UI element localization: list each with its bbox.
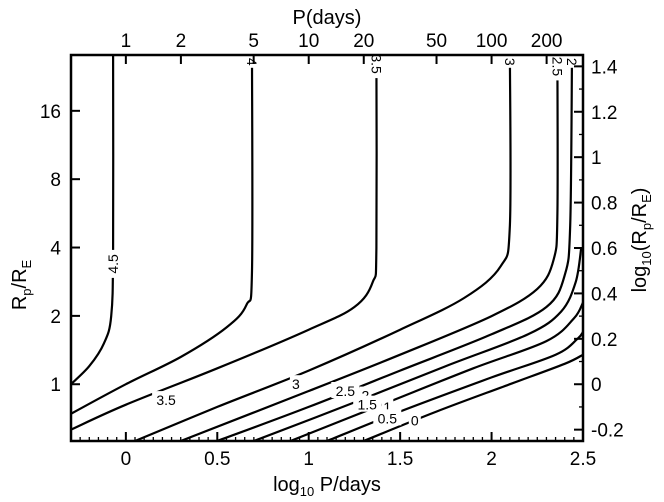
right-tick-label: 0.8: [591, 194, 617, 215]
left-tick-label: 1: [50, 375, 61, 396]
right-axis: -0.2 0 0.2 0.4 0.6 0.8 1 1.2 1.4: [574, 57, 624, 442]
contour-line-2-5: [180, 55, 559, 441]
right-tick-label: 1.4: [591, 57, 618, 78]
contour-label: 0: [408, 411, 421, 429]
left-tick-label: 2: [50, 307, 61, 328]
contour-line-1: [289, 301, 583, 441]
right-tick-label: 0.6: [591, 239, 617, 260]
contour-label-text: 1.5: [357, 397, 377, 413]
contour-line-1-5: [253, 247, 583, 441]
contour-label-bg: [331, 382, 360, 398]
contour-label-text: 3.5: [368, 54, 384, 74]
contour-label-text: 3.5: [156, 392, 176, 408]
top-tick-label: 20: [353, 31, 374, 52]
top-tick-label: 100: [476, 31, 508, 52]
right-tick-label: 1.2: [591, 103, 617, 124]
top-tick-label: 50: [426, 31, 447, 52]
contour-line-4-5: [71, 55, 115, 385]
contour-label: 3: [289, 375, 302, 392]
contour-label-bg: [369, 50, 386, 79]
top-tick-label: 10: [298, 31, 319, 52]
contour-label: 2.5: [331, 382, 360, 399]
left-tick-label: 4: [50, 239, 61, 260]
contour-labels: 4.54 3.5 3 2.523.53 2.5 21.5 10.5 0: [104, 50, 581, 429]
top-tick-label: 5: [248, 31, 259, 52]
contour-lines: [71, 55, 583, 441]
contour-label-bg: [104, 249, 121, 278]
contour-label-bg: [550, 52, 567, 81]
contour-line-3: [134, 55, 512, 441]
top-axis: 1 2 5 10 20 50 100 200: [121, 31, 563, 64]
contour-label-bg: [152, 391, 181, 408]
contour-label-text: 0.5: [378, 410, 398, 426]
contour-line-4: [71, 55, 254, 415]
right-axis-title: log10(Rp/RE): [629, 188, 654, 293]
right-tick-label: 0: [591, 375, 602, 396]
contour-label-text: 2.5: [336, 383, 356, 399]
contour-label: 2.5: [549, 52, 567, 81]
top-tick-label: 200: [531, 31, 563, 52]
bottom-tick-label: 1.5: [387, 449, 413, 470]
contour-label-text: 3: [292, 376, 300, 392]
contour-label-text: 2: [362, 388, 370, 404]
contour-label-text: 2: [564, 58, 580, 66]
bottom-tick-label: 1: [303, 449, 314, 470]
contour-label-bg: [565, 55, 581, 68]
bottom-axis: 0 0.5 1 1.5 2 2.5: [79, 432, 596, 470]
bottom-tick-label: 2: [486, 449, 497, 470]
left-axis-title: Rp/RE: [9, 259, 34, 310]
contour-line-2: [216, 55, 574, 441]
bottom-tick-label: 0.5: [204, 449, 230, 470]
left-tick-label: 8: [50, 170, 61, 191]
bottom-axis-title: log10 P/days: [273, 474, 381, 499]
contour-label-bg: [502, 55, 519, 68]
right-tick-label: 0.2: [591, 330, 617, 351]
bottom-tick-label: 0: [121, 449, 132, 470]
bottom-tick-label: 2.5: [570, 449, 596, 470]
contour-label-text: 1: [383, 399, 391, 415]
contour-label: 1.5: [353, 395, 382, 413]
contour-label: 4.5: [104, 249, 121, 278]
right-tick-label: -0.2: [591, 421, 624, 442]
top-tick-label: 1: [121, 31, 132, 52]
contour-label: 3.5: [152, 391, 181, 408]
contour-label-text: 0: [411, 413, 419, 429]
top-tick-label: 2: [176, 31, 187, 52]
left-axis: 1 2 4 8 16: [40, 102, 80, 396]
contour-label-text: 4.5: [105, 254, 121, 274]
contour-label: 3.5: [368, 50, 386, 79]
contour-label-bg: [289, 375, 302, 392]
contour-label-text: 4: [244, 58, 260, 66]
left-tick-label: 16: [40, 102, 61, 123]
top-axis-title: P(days): [293, 7, 362, 29]
contour-label-bg: [373, 409, 402, 426]
right-tick-label: 1: [591, 148, 602, 169]
contour-label: 4: [244, 55, 261, 68]
contour-label-bg: [353, 395, 382, 412]
contour-label: 0.5: [373, 409, 402, 426]
contour-label: 3: [502, 55, 519, 68]
contour-label-text: 3: [502, 58, 518, 66]
contour-line-3-5: [71, 55, 378, 431]
contour-label: 2: [564, 55, 581, 68]
contour-label-text: 2.5: [549, 57, 565, 77]
contour-label-bg: [408, 411, 421, 428]
right-tick-label: 0.4: [591, 284, 618, 305]
